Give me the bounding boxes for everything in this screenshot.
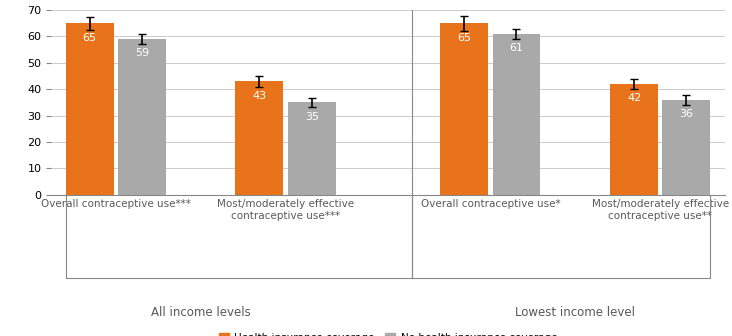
Text: 42: 42: [627, 93, 641, 103]
Text: 61: 61: [509, 43, 523, 53]
Bar: [610, 84, 658, 195]
Legend: Health insurance coverage, No health insurance coverage: Health insurance coverage, No health ins…: [214, 328, 561, 336]
Text: 43: 43: [253, 91, 266, 100]
Text: 65: 65: [458, 33, 471, 43]
Bar: [236, 81, 283, 195]
Bar: [288, 102, 336, 195]
Bar: [66, 23, 113, 195]
Bar: [118, 39, 166, 195]
Text: 65: 65: [83, 33, 97, 43]
Bar: [493, 34, 540, 195]
Text: 59: 59: [135, 48, 149, 58]
Text: 36: 36: [679, 109, 693, 119]
Text: Lowest income level: Lowest income level: [515, 306, 635, 319]
Text: All income levels: All income levels: [151, 306, 250, 319]
Text: 35: 35: [305, 112, 318, 122]
Bar: [662, 100, 710, 195]
Bar: [440, 23, 488, 195]
